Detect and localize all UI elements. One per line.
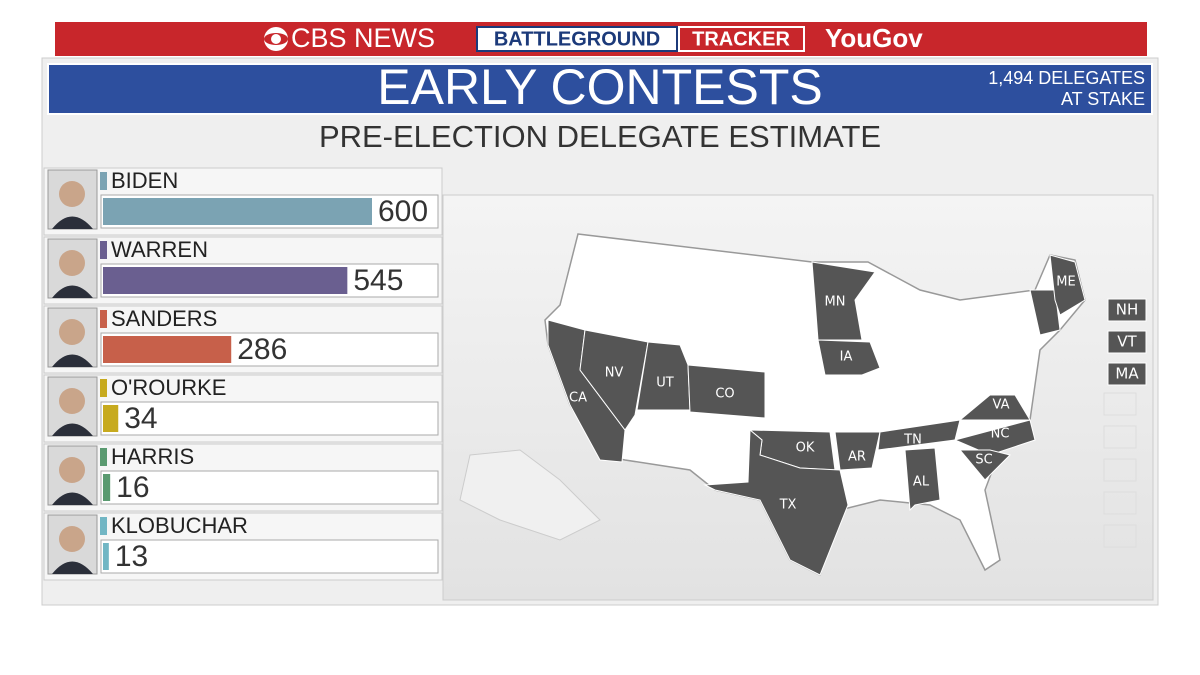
category-label: BIDEN <box>111 168 178 193</box>
photo-head <box>59 457 85 483</box>
empty-callout <box>1103 524 1137 548</box>
photo-body <box>52 561 93 574</box>
state-label: VA <box>993 398 1010 413</box>
badge-left: BATTLEGROUND <box>494 28 660 50</box>
state <box>1029 289 1061 336</box>
chart-subtitle: PRE-ELECTION DELEGATE ESTIMATE <box>319 119 881 154</box>
badge-right: TRACKER <box>692 28 790 50</box>
chart-title: EARLY CONTESTS <box>377 59 822 115</box>
state <box>1049 254 1086 316</box>
state <box>904 447 941 512</box>
value-label: 34 <box>124 402 157 435</box>
category-label: WARREN <box>111 237 208 262</box>
empty-callout <box>1103 425 1137 449</box>
state-label: ME <box>1056 275 1075 290</box>
category-label: HARRIS <box>111 444 194 469</box>
bar <box>103 405 119 432</box>
state-label: CA <box>569 391 587 406</box>
photo-body <box>52 285 93 298</box>
value-label: 600 <box>378 195 428 228</box>
empty-callout <box>1103 458 1137 482</box>
accent <box>100 172 107 190</box>
title-bar <box>47 63 1153 115</box>
accent <box>100 379 107 397</box>
photo-head <box>59 526 85 552</box>
state-label: AL <box>913 475 930 490</box>
empty-callout <box>1103 392 1137 416</box>
photo-body <box>52 423 93 436</box>
state <box>958 449 1011 481</box>
photo-body <box>52 216 93 229</box>
category-label: O'ROURKE <box>111 375 226 400</box>
state <box>579 329 649 431</box>
alaska <box>459 449 601 541</box>
state <box>817 339 881 376</box>
partner: YouGov <box>825 23 923 53</box>
bar-track <box>100 539 439 574</box>
state-label: TN <box>903 433 922 448</box>
state <box>834 431 881 471</box>
bar <box>103 543 109 570</box>
callout-box <box>1107 362 1147 386</box>
state-label: SC <box>975 453 992 468</box>
callout-label: MA <box>1115 365 1139 383</box>
photo-head <box>59 250 85 276</box>
state-label: CO <box>715 387 734 402</box>
note-line: 1,494 DELEGATES <box>988 68 1145 88</box>
accent <box>100 448 107 466</box>
state <box>958 394 1031 421</box>
badge-right-box <box>678 26 805 52</box>
state-label: NC <box>991 427 1010 442</box>
photo-head <box>59 181 85 207</box>
bar-track <box>100 470 439 505</box>
category-label: SANDERS <box>111 306 217 331</box>
state-label: NV <box>605 366 624 381</box>
cbs-eye <box>264 27 288 51</box>
bar <box>103 267 348 294</box>
note-line: AT STAKE <box>1061 89 1145 109</box>
bar <box>103 474 111 501</box>
state-label: AR <box>848 450 866 465</box>
callout-label: VT <box>1117 333 1137 351</box>
state <box>811 261 876 341</box>
map: CA NV UT CO MN IA OK TX AR TN AL VA NC SC ME NH VT MA <box>547 254 1147 576</box>
accent <box>100 241 107 259</box>
empty-callout <box>1103 491 1137 515</box>
state <box>687 364 766 419</box>
bar <box>103 198 372 225</box>
category-label: KLOBUCHAR <box>111 513 248 538</box>
state-label: MN <box>825 295 846 310</box>
value-label: 13 <box>115 540 148 573</box>
accent <box>100 517 107 535</box>
badge-left-box <box>476 26 678 52</box>
callout-label: NH <box>1116 301 1139 319</box>
bar <box>103 336 232 363</box>
value-label: 545 <box>353 264 403 297</box>
photo-body <box>52 492 93 505</box>
network: CBS NEWS <box>291 23 435 53</box>
bar-track <box>100 401 439 436</box>
state-label: IA <box>840 350 853 365</box>
state-label: OK <box>796 441 815 456</box>
state <box>703 428 849 576</box>
callout-box <box>1107 298 1147 322</box>
accent <box>100 310 107 328</box>
value-label: 16 <box>116 471 149 504</box>
state-label: TX <box>779 498 797 513</box>
photo-head <box>59 388 85 414</box>
callout-box <box>1107 330 1147 354</box>
photo-head <box>59 319 85 345</box>
photo-body <box>52 354 93 367</box>
state-label: UT <box>656 376 674 391</box>
value-label: 286 <box>237 333 287 366</box>
